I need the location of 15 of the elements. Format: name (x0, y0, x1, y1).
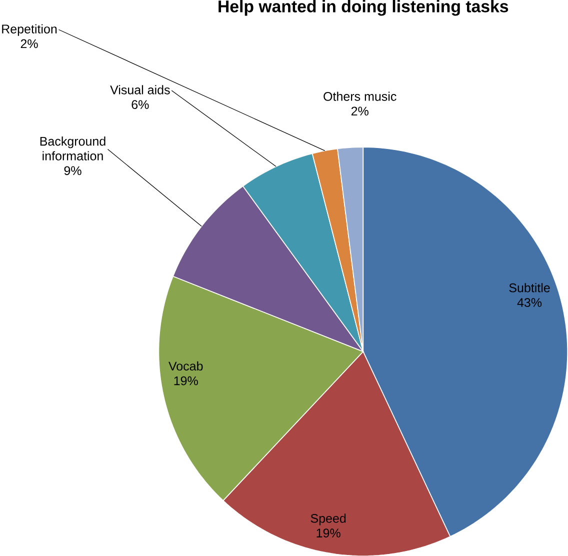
data-label: 6% (132, 100, 149, 109)
slice-label: Others music (324, 91, 396, 101)
slice-label: Visual aids (110, 84, 170, 94)
slice-label: Speed (310, 513, 346, 526)
slice-label: Vocab (168, 361, 203, 370)
slice-label: Background information (40, 136, 106, 160)
data-label: 9% (64, 166, 82, 175)
chart-title: Help wanted in doing listening tasks (218, 0, 508, 16)
data-label: 19% (174, 376, 198, 386)
data-label: 2% (20, 39, 38, 48)
data-label: 19% (316, 528, 340, 538)
slice-label: Subtitle (509, 282, 550, 292)
slice-label: Repetition (2, 24, 57, 36)
data-label: 2% (351, 106, 368, 116)
data-label: 43% (517, 298, 542, 307)
